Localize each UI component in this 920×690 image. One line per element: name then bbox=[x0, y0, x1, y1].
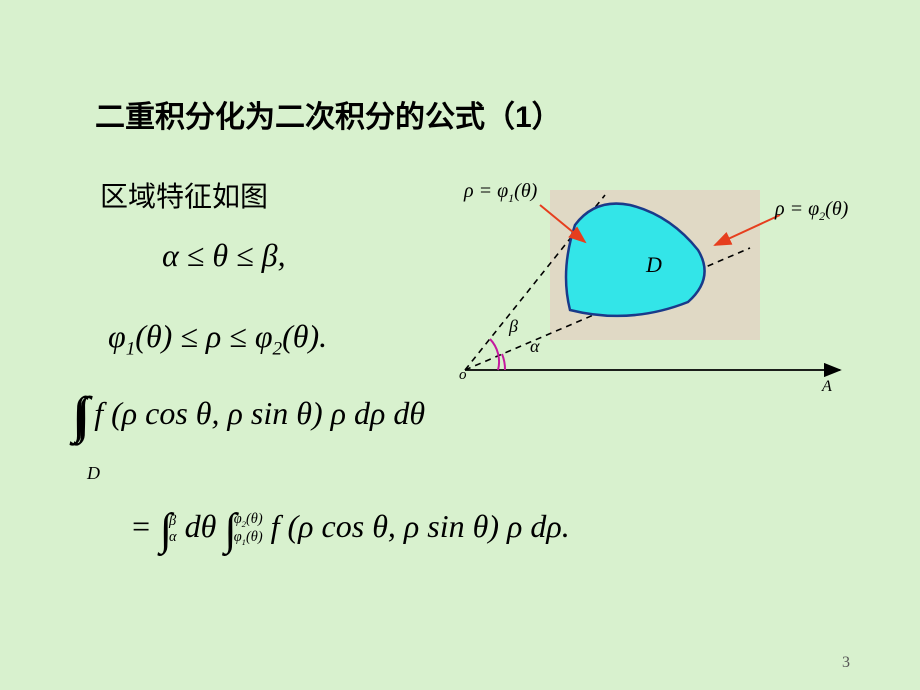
polar-diagram: ρ = φ1(θ) ρ = φ2(θ) D β α o A bbox=[450, 180, 870, 390]
radius-constraint: φ1(θ) ≤ ρ ≤ φ2(θ). bbox=[108, 318, 327, 360]
label-region-D: D bbox=[646, 252, 662, 278]
integral-region-subscript: D bbox=[87, 463, 100, 484]
label-angle-alpha: α bbox=[530, 336, 539, 357]
iterated-integral-formula: = ∫βα dθ ∫φ2(θ)φ1(θ) f (ρ cos θ, ρ sin θ… bbox=[130, 508, 570, 548]
label-point-A: A bbox=[822, 378, 832, 396]
angle-constraint: α ≤ θ ≤ β, bbox=[162, 237, 286, 274]
double-integral-formula: ∫∫ f (ρ cos θ, ρ sin θ) ρ dρ dθ bbox=[76, 395, 425, 437]
region-shape bbox=[566, 204, 705, 316]
label-origin: o bbox=[459, 367, 467, 384]
page-title: 二重积分化为二次积分的公式（1） bbox=[95, 92, 562, 136]
arrow-phi2 bbox=[715, 215, 780, 245]
label-rho-phi2: ρ = φ2(θ) bbox=[775, 198, 848, 224]
subtitle-text: 区域特征如图 bbox=[100, 175, 268, 215]
arc-beta bbox=[490, 339, 499, 370]
page-number: 3 bbox=[842, 654, 850, 672]
label-angle-beta: β bbox=[509, 316, 518, 337]
label-rho-phi1: ρ = φ1(θ) bbox=[464, 180, 537, 206]
arc-alpha bbox=[502, 354, 505, 370]
